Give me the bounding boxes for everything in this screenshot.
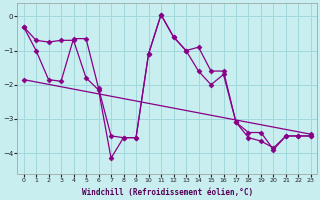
X-axis label: Windchill (Refroidissement éolien,°C): Windchill (Refroidissement éolien,°C) [82, 188, 253, 197]
